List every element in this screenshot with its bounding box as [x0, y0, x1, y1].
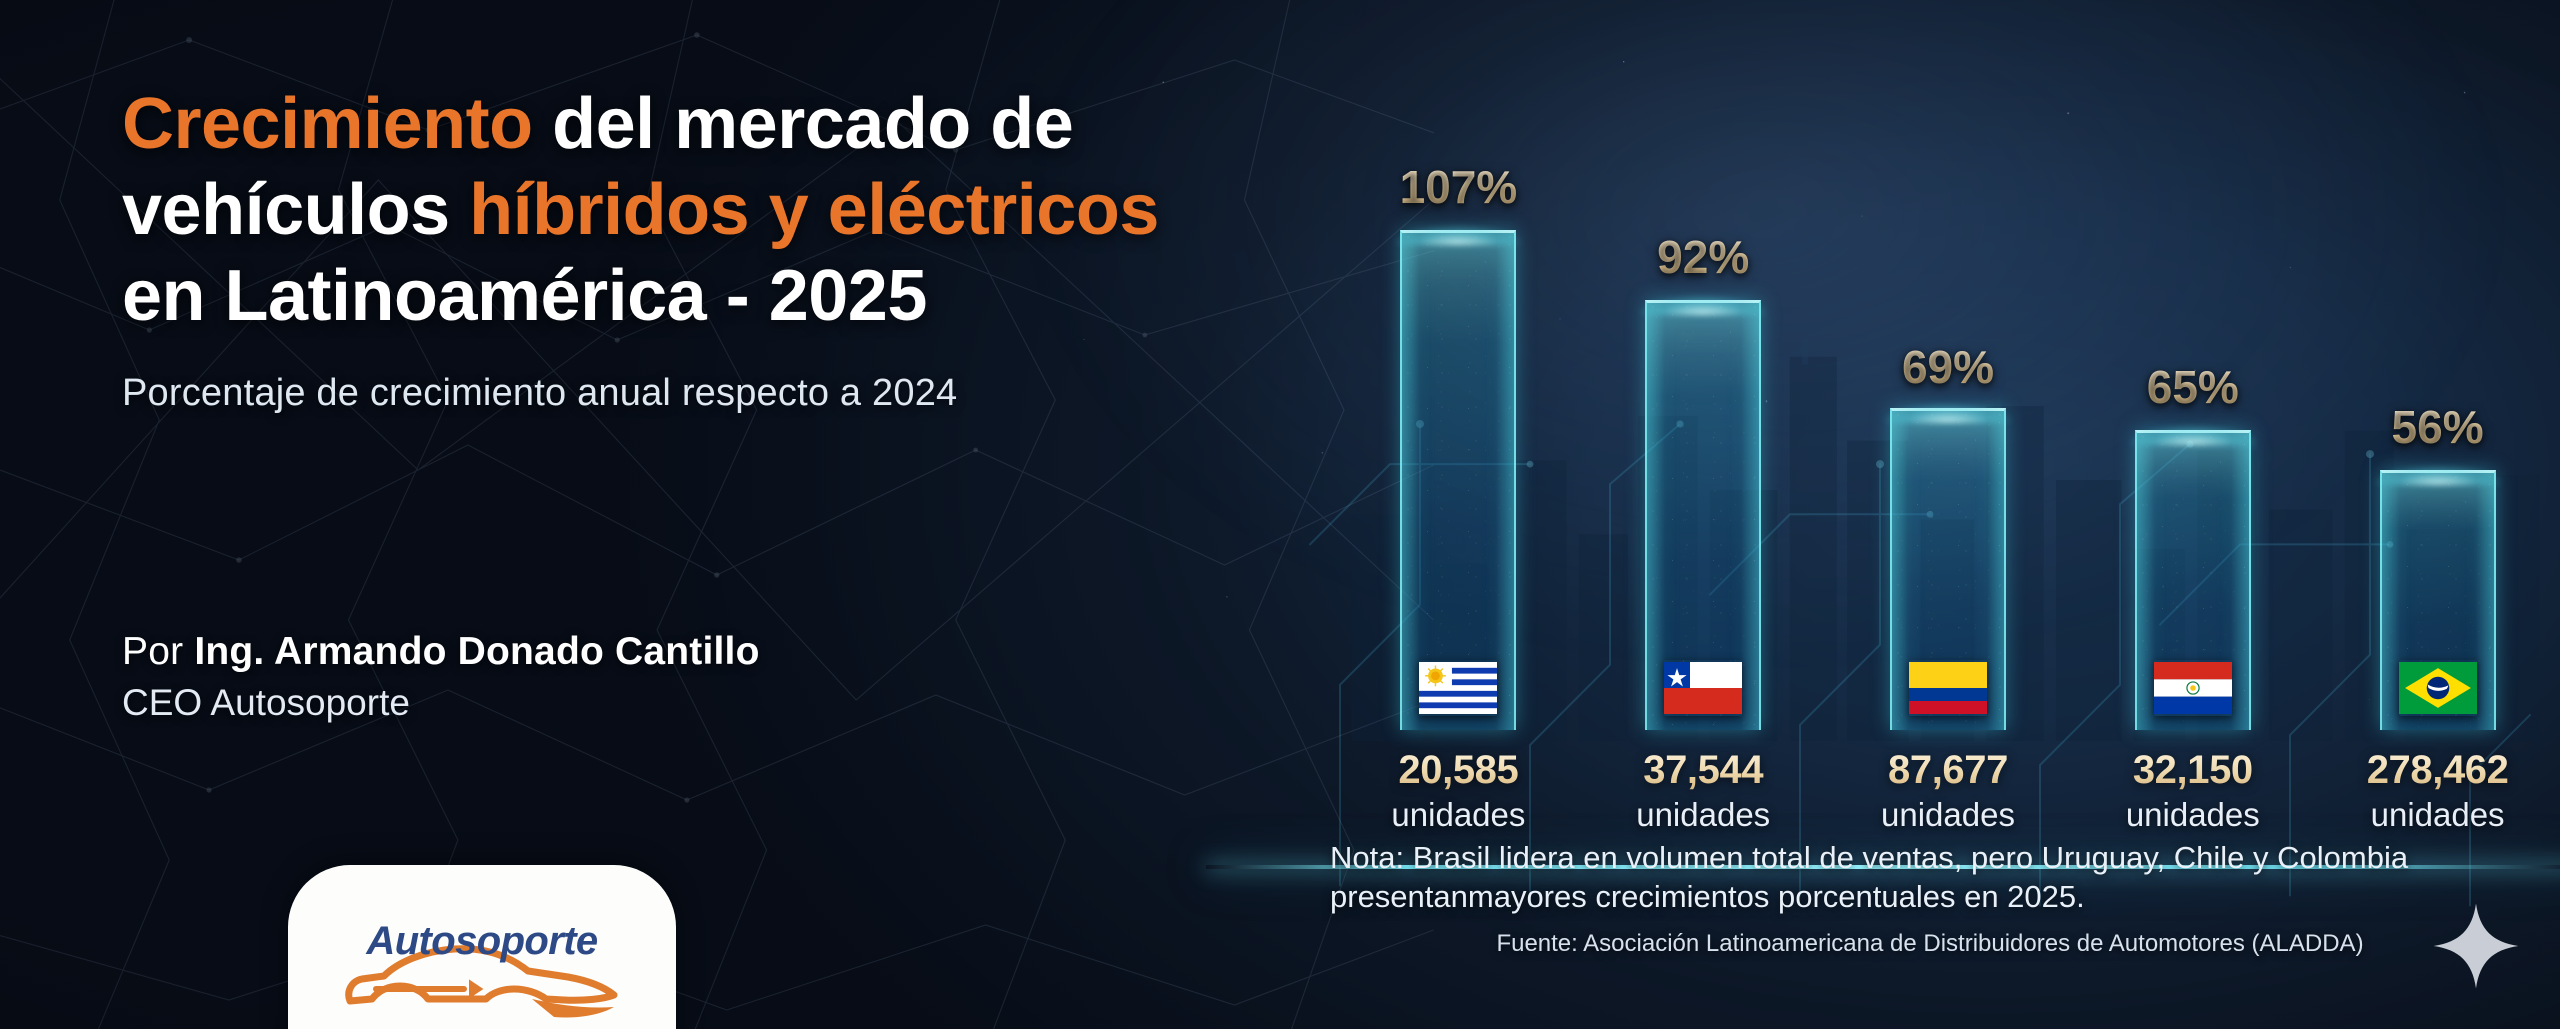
- author-role: CEO Autosoporte: [122, 682, 410, 723]
- bar-colombia: [1889, 408, 2006, 730]
- brazil-flag: [2398, 662, 2477, 714]
- unit-cell-brasil: 278,462 unidades: [2315, 748, 2560, 834]
- geometric-network-lines: [0, 0, 1434, 1029]
- unit-cell-colombia: 87,677 unidades: [1826, 748, 2071, 834]
- title-line-2: vehículos híbridos y eléctricos: [122, 174, 1302, 246]
- author-credit: Por Ing. Armando Donado Cantillo CEO Aut…: [122, 630, 760, 724]
- bar-chile: [1645, 300, 1762, 730]
- title-accent-hibridos: híbridos y eléctricos: [469, 170, 1159, 250]
- bar-group: 107%: [1336, 140, 2560, 730]
- unit-value-paraguay: 32,150: [2070, 748, 2315, 793]
- chart-baseline: [1206, 865, 2560, 869]
- title-line-2-white: vehículos: [122, 170, 470, 250]
- bar-value-label-uruguay: 107%: [1399, 161, 1518, 213]
- unit-word-uruguay: unidades: [1391, 796, 1526, 833]
- bar-value-label-colombia: 69%: [1901, 341, 1995, 393]
- bar-paraguay: [2134, 430, 2251, 730]
- paraguay-flag: [2153, 662, 2232, 714]
- unit-cell-chile: 37,544 unidades: [1581, 748, 1826, 834]
- bar-slot-paraguay: 65%: [2070, 140, 2315, 730]
- uruguay-flag: [1419, 662, 1498, 714]
- colombia-flag: [1908, 662, 1987, 714]
- starfield-texture: [972, 0, 2560, 1029]
- sparkle-icon: [2433, 903, 2519, 989]
- page-subtitle: Porcentaje de crecimiento anual respecto…: [122, 372, 958, 414]
- headline-block: Crecimiento del mercado de vehículos híb…: [122, 88, 1302, 415]
- unit-word-paraguay: unidades: [2125, 796, 2260, 833]
- unit-value-colombia: 87,677: [1826, 748, 2071, 793]
- autosoporte-logo: Autosoporte: [288, 865, 676, 1029]
- unit-word-chile: unidades: [1636, 796, 1771, 833]
- unit-value-uruguay: 20,585: [1336, 748, 1581, 793]
- unit-word-colombia: unidades: [1881, 796, 2015, 833]
- chart-note: Nota: Brasil lidera en volumen total de …: [1330, 840, 2409, 915]
- title-line-3: en Latinoamérica - 2025: [122, 256, 927, 336]
- byline-prefix: Por: [122, 630, 195, 673]
- bar-value-label-brasil: 56%: [2391, 401, 2484, 453]
- units-row: 20,585 unidades 37,544 unidades 87,677 u…: [1336, 748, 2560, 834]
- car-silhouette-icon: [345, 945, 618, 1018]
- logo-graphic: [332, 929, 632, 1029]
- logo-wordmark: Autosoporte: [366, 919, 598, 963]
- author-line: Por Ing. Armando Donado Cantillo: [122, 630, 760, 674]
- title-accent-crecimiento: Crecimiento: [122, 84, 533, 164]
- title-line-1: Crecimiento del mercado de: [122, 88, 1302, 160]
- unit-value-chile: 37,544: [1581, 748, 1826, 793]
- bar-uruguay: [1400, 230, 1517, 730]
- bar-slot-chile: 92%: [1581, 140, 1826, 730]
- chart-source: Fuente: Asociación Latinoamericana de Di…: [1496, 930, 2364, 957]
- unit-cell-uruguay: 20,585 unidades: [1336, 748, 1581, 834]
- bar-value-label-paraguay: 65%: [2146, 361, 2239, 413]
- unit-cell-paraguay: 32,150 unidades: [2070, 748, 2315, 834]
- bar-slot-colombia: 69%: [1826, 140, 2071, 730]
- bar-slot-uruguay: 107%: [1336, 140, 1581, 730]
- unit-value-brasil: 278,462: [2315, 748, 2560, 793]
- page-title: Crecimiento del mercado de vehículos híb…: [122, 88, 1302, 332]
- nebula-haze: [1024, 0, 2509, 659]
- title-line-1-rest: del mercado de: [532, 84, 1074, 164]
- chile-flag: [1664, 662, 1743, 714]
- bar-slot-brasil: 56%: [2315, 140, 2560, 730]
- unit-word-brasil: unidades: [2370, 796, 2505, 833]
- bar-brasil: [2379, 470, 2496, 730]
- author-name: Ing. Armando Donado Cantillo: [194, 630, 760, 673]
- bar-value-label-chile: 92%: [1657, 231, 1750, 283]
- bar-chart: 107%: [1206, 140, 2560, 869]
